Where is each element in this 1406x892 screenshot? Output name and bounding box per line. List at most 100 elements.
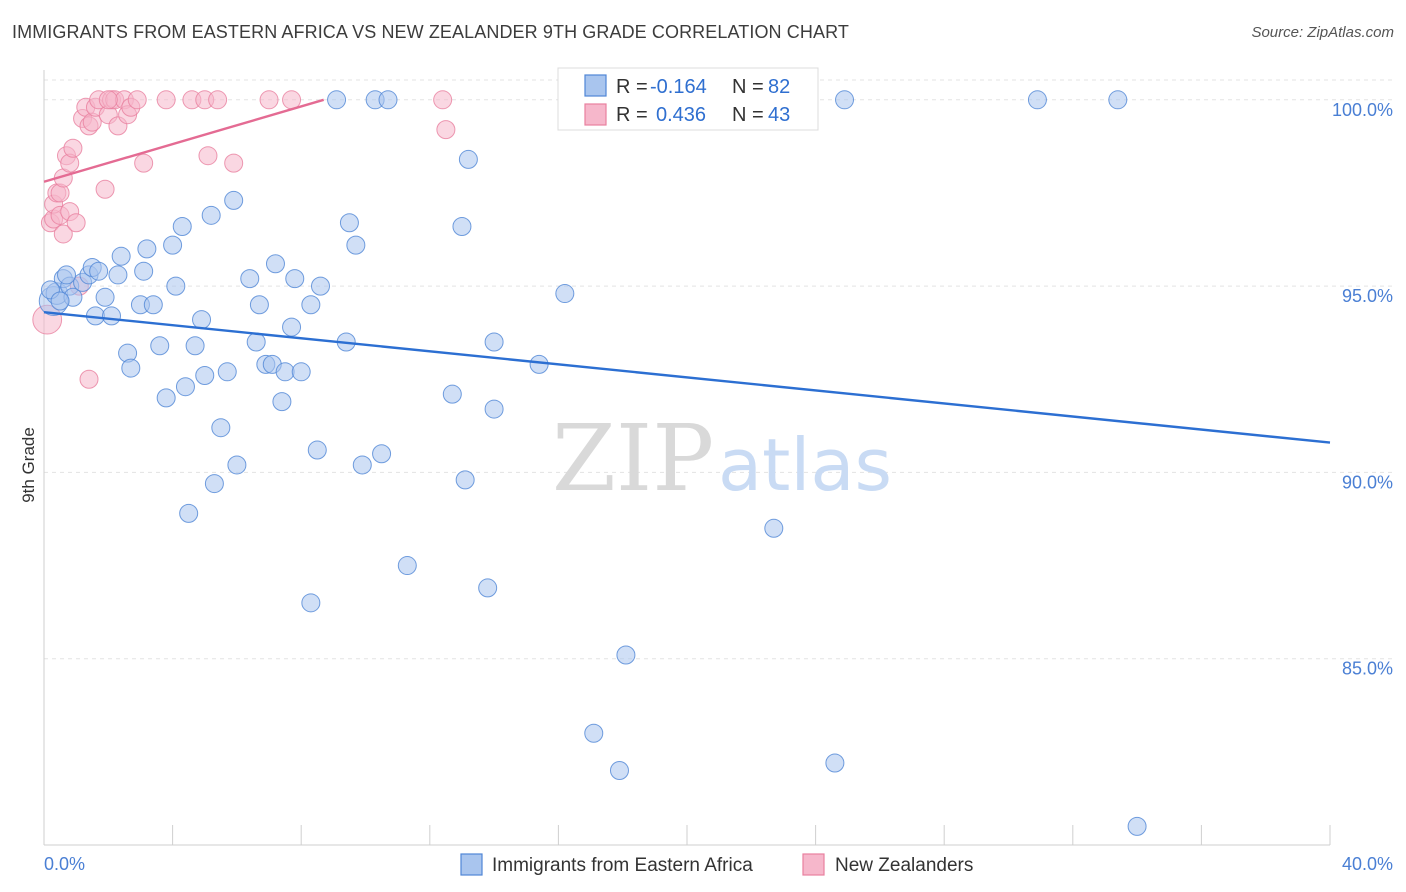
data-point bbox=[452, 216, 472, 236]
data-point bbox=[285, 269, 305, 289]
data-point bbox=[825, 753, 845, 773]
data-point bbox=[555, 284, 575, 304]
data-point bbox=[224, 153, 244, 173]
data-point bbox=[224, 190, 244, 210]
data-point bbox=[1027, 90, 1047, 110]
watermark-atlas: atlas bbox=[718, 423, 892, 507]
data-point bbox=[339, 213, 359, 233]
data-point bbox=[272, 392, 292, 412]
data-point bbox=[137, 239, 157, 259]
data-point bbox=[227, 455, 247, 475]
stats-pink-n-label: N = bbox=[732, 104, 764, 126]
data-point bbox=[310, 276, 330, 296]
stats-pink-swatch bbox=[584, 103, 607, 126]
data-point bbox=[835, 90, 855, 110]
data-point bbox=[102, 306, 122, 326]
data-point bbox=[211, 418, 231, 438]
stats-pink-r-value: 0.436 bbox=[656, 104, 706, 126]
data-point bbox=[156, 90, 176, 110]
watermark: ZIP atlas bbox=[552, 405, 892, 512]
data-point bbox=[436, 120, 456, 140]
data-point bbox=[98, 90, 118, 110]
y-tick-label: 90.0% bbox=[1342, 472, 1393, 492]
stats-blue-n-label: N = bbox=[732, 76, 764, 98]
stats-pink-r-label: R = bbox=[616, 104, 648, 126]
legend-blue-swatch bbox=[460, 853, 483, 876]
data-point bbox=[259, 90, 279, 110]
data-point bbox=[50, 291, 70, 311]
trend-line bbox=[43, 98, 325, 183]
data-point bbox=[433, 90, 453, 110]
data-point bbox=[616, 645, 636, 665]
data-point bbox=[134, 261, 154, 281]
y-axis-label: 9th Grade bbox=[19, 427, 38, 503]
data-point bbox=[143, 295, 163, 315]
data-point bbox=[95, 179, 115, 199]
data-point bbox=[156, 388, 176, 408]
y-tick-label: 95.0% bbox=[1342, 286, 1393, 306]
data-point bbox=[134, 153, 154, 173]
data-point bbox=[175, 377, 195, 397]
stats-blue-r-value: -0.164 bbox=[650, 76, 707, 98]
data-point bbox=[484, 332, 504, 352]
data-point bbox=[201, 205, 221, 225]
y-tick-label: 85.0% bbox=[1342, 659, 1393, 679]
data-point bbox=[307, 440, 327, 460]
data-point bbox=[484, 399, 504, 419]
stats-pink-n-value: 43 bbox=[768, 104, 790, 126]
data-point bbox=[458, 149, 478, 169]
data-point bbox=[265, 254, 285, 274]
data-point bbox=[352, 455, 372, 475]
data-point bbox=[455, 470, 475, 490]
data-point bbox=[282, 317, 302, 337]
legend-new-zealanders: New Zealanders bbox=[835, 855, 973, 876]
data-point bbox=[282, 90, 302, 110]
data-point bbox=[192, 310, 212, 330]
grid-lines bbox=[44, 79, 1392, 660]
data-point bbox=[246, 332, 266, 352]
y-tick-label: 100.0% bbox=[1332, 100, 1393, 120]
data-point bbox=[208, 90, 228, 110]
data-point bbox=[89, 261, 109, 281]
data-point bbox=[584, 723, 604, 743]
data-point bbox=[529, 354, 549, 374]
data-point bbox=[327, 90, 347, 110]
data-point bbox=[66, 213, 86, 233]
data-point bbox=[1108, 90, 1128, 110]
data-point bbox=[1127, 816, 1147, 836]
trend-lines bbox=[43, 98, 1331, 444]
data-point bbox=[195, 366, 215, 386]
data-point bbox=[179, 503, 199, 523]
data-point bbox=[166, 276, 186, 296]
data-point bbox=[150, 336, 170, 356]
data-point bbox=[57, 265, 77, 285]
data-point bbox=[372, 444, 392, 464]
data-point bbox=[275, 362, 295, 382]
data-point bbox=[127, 90, 147, 110]
data-point bbox=[172, 216, 192, 236]
tick-labels: 85.0% 90.0% 95.0% 100.0% 0.0% 40.0% bbox=[43, 100, 1393, 874]
data-point bbox=[79, 369, 99, 389]
watermark-zip: ZIP bbox=[552, 405, 714, 512]
data-point bbox=[301, 593, 321, 613]
data-point bbox=[185, 336, 205, 356]
data-point bbox=[442, 384, 462, 404]
data-point bbox=[478, 578, 498, 598]
data-point bbox=[204, 474, 224, 494]
data-point bbox=[53, 224, 73, 244]
data-point bbox=[249, 295, 269, 315]
x-tick-label: 40.0% bbox=[1342, 854, 1393, 874]
series-new-zealanders bbox=[32, 90, 456, 389]
legend-pink-swatch bbox=[802, 853, 825, 876]
stats-blue-r-label: R = bbox=[616, 76, 648, 98]
x-tick-label: 0.0% bbox=[44, 854, 85, 874]
chart-source: Source: ZipAtlas.com bbox=[1251, 24, 1394, 41]
stats-legend: R = -0.164 N = 82 R = 0.436 N = 43 bbox=[557, 67, 819, 131]
data-point bbox=[163, 235, 183, 255]
data-point bbox=[397, 556, 417, 576]
data-point bbox=[609, 760, 629, 780]
data-point bbox=[378, 90, 398, 110]
data-point bbox=[240, 269, 260, 289]
legend-immigrants-eastern-africa: Immigrants from Eastern Africa bbox=[492, 855, 753, 876]
